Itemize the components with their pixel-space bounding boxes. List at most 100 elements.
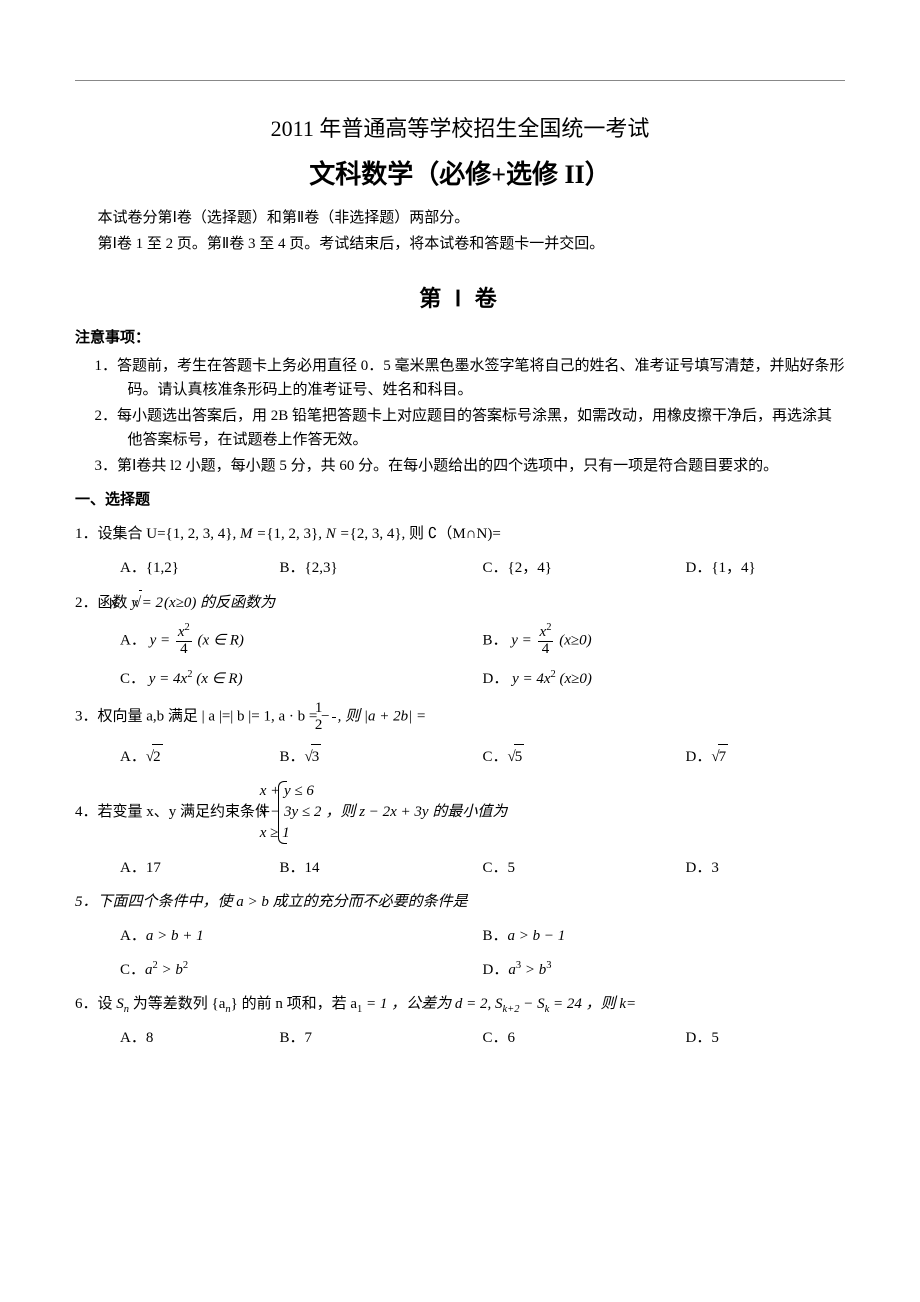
notice-item-1: 1．答题前，考生在答题卡上务必用直径 0．5 毫米黑色墨水签字笔将自己的姓名、准… (75, 354, 845, 402)
q6-mid1: 为等差数列 {a (129, 996, 225, 1012)
q3-a-label: A． (120, 749, 146, 765)
q1-opt-a: A．{1,2} (120, 556, 280, 580)
q5-options-row2: C．a2 > b2 D．a3 > b3 (120, 958, 845, 982)
q5-c-exp2: 2 (183, 960, 188, 971)
q2-a-num: x (178, 624, 185, 640)
q3-den: 2 (332, 718, 336, 734)
q5-b-body: a > b − 1 (508, 928, 566, 944)
q5-opt-d: D．a3 > b3 (483, 958, 846, 982)
q5-opt-c: C．a2 > b2 (120, 958, 483, 982)
q5-c-gt: > b (158, 962, 183, 978)
q3-c-label: C． (483, 749, 508, 765)
q3-mid: , 则 |a + 2b| = (338, 709, 427, 725)
q4-opt-b: B．14 (280, 856, 483, 880)
intro-line-1: 本试卷分第Ⅰ卷（选择题）和第Ⅱ卷（非选择题）两部分。 (75, 206, 845, 230)
q1-opt-b: B．{2,3} (280, 556, 483, 580)
q3-a-sqrt: 2 (146, 744, 163, 769)
q2-a-post: (x ∈ R) (198, 633, 244, 649)
q5-c-a: a (145, 962, 153, 978)
q2-tail: (x≥0) 的反函数为 (164, 595, 275, 611)
q1-set-n: {2, 3, 4} (350, 526, 402, 542)
q6-sk2-sub: k+2 (502, 1004, 519, 1015)
q2-sqrt: x (163, 590, 164, 615)
question-6: 6．设 Sn 为等差数列 {an} 的前 n 项和，若 a1 = 1 ，公差为 … (75, 992, 845, 1016)
q3-opt-b: B． 3 (280, 744, 483, 769)
q1-set-m: {1, 2, 3} (266, 526, 318, 542)
q2-c-post: (x ∈ R) (196, 671, 242, 687)
q6-prefix: 6．设 (75, 996, 116, 1012)
q5-opt-a: A．a > b + 1 (120, 924, 483, 948)
q5-d-gt: > b (521, 962, 546, 978)
q1-prefix: 1．设集合 U= (75, 526, 166, 542)
q2-c-body: y = 4x (149, 671, 187, 687)
question-3: 3．权向量 a,b 满足 | a |=| b |= 1, a · b = −12… (75, 701, 845, 734)
q3-opt-d: D．7 (686, 744, 846, 769)
q6-options: A．8 B．7 C．6 D．5 (120, 1026, 845, 1050)
q6-opt-c: C．6 (483, 1026, 686, 1050)
q2-d-post: (x≥0) (560, 671, 592, 687)
q1-opt-d: D．{1，4} (686, 556, 846, 580)
q5-d-exp2: 3 (546, 960, 551, 971)
q3-b-label: B． (280, 749, 305, 765)
q2-opt-c: C． y = 4x2 (x ∈ R) (120, 667, 483, 691)
q2-b-frac: x2 4 (538, 625, 554, 658)
q3-d-sqrt: 7 (711, 744, 728, 769)
q3-num: 1 (332, 701, 336, 718)
volume-title: 第 Ⅰ 卷 (75, 281, 845, 316)
q2-opt-a: A． y = x2 4 (x ∈ R) (120, 625, 483, 658)
q2-d-body: y = 4x (512, 671, 550, 687)
q2-a-exp: 2 (185, 622, 190, 633)
q1-mid2: , N = (318, 526, 349, 542)
question-5: 5．下面四个条件中，使 a > b 成立的充分而不必要的条件是 (75, 890, 845, 914)
q2-a-den: 4 (176, 642, 192, 658)
notice-item-2: 2．每小题选出答案后，用 2B 铅笔把答题卡上对应题目的答案标号涂黑，如需改动，… (75, 404, 845, 452)
q4-cases: x + y ≤ 6 x − 3y ≤ 2 x ≥ 1 (278, 781, 322, 844)
q4-case-3: x ≥ 1 (290, 823, 322, 844)
q2-a-label: A． (120, 633, 146, 649)
q2-b-post: (x≥0) (559, 633, 591, 649)
section-heading: 一、选择题 (75, 488, 845, 512)
exam-title-subject: 文科数学（必修+选修 II） (75, 154, 845, 196)
exam-title-year: 2011 年普通高等学校招生全国统一考试 (75, 111, 845, 146)
intro-line-2: 第Ⅰ卷 1 至 2 页。第Ⅱ卷 3 至 4 页。考试结束后，将本试卷和答题卡一并… (75, 232, 845, 256)
q1-tail: , 则 ∁（M∩N)= (402, 526, 501, 542)
q3-frac: 12 (332, 701, 336, 734)
q4-case-2: x − 3y ≤ 2 (290, 802, 322, 823)
q6-opt-a: A．8 (120, 1026, 280, 1050)
q1-opt-c: C．{2，4} (483, 556, 686, 580)
q3-c-sqrt: 5 (508, 744, 525, 769)
q5-a-body: a > b + 1 (146, 928, 204, 944)
q5-opt-b: B．a > b − 1 (483, 924, 846, 948)
q2-c-label: C． (120, 671, 145, 687)
q5-d-label: D． (483, 962, 509, 978)
q3-d-label: D． (686, 749, 712, 765)
q2-c-exp: 2 (187, 669, 192, 680)
question-2: 2．函数 y = 2x(x≥0) 的反函数为 (75, 590, 845, 615)
q6-sn: S (116, 996, 124, 1012)
q6-opt-b: B．7 (280, 1026, 483, 1050)
q5-prefix: 5．下面四个条件中，使 a > b 成立的充分而不必要的条件是 (75, 894, 468, 910)
q4-options: A．17 B．14 C．5 D．3 (120, 856, 845, 880)
q4-opt-d: D．3 (686, 856, 846, 880)
exam-page: 2011 年普通高等学校招生全国统一考试 文科数学（必修+选修 II） 本试卷分… (0, 0, 920, 1302)
q6-mid5: = 24 ，则 k= (549, 996, 636, 1012)
q2-options-row1: A． y = x2 4 (x ∈ R) B． y = x2 4 (x≥0) (120, 625, 845, 658)
q3-options: A．2 B． 3 C． 5 D．7 (120, 744, 845, 769)
q2-d-label: D． (483, 671, 509, 687)
q6-opt-d: D．5 (686, 1026, 846, 1050)
q4-prefix: 4．若变量 x、y 满足约束条件 (75, 804, 274, 820)
q5-c-label: C． (120, 962, 145, 978)
q2-options-row2: C． y = 4x2 (x ∈ R) D． y = 4x2 (x≥0) (120, 667, 845, 691)
q1-set-u: {1, 2, 3, 4} (166, 526, 233, 542)
q2-a-frac: x2 4 (176, 625, 192, 658)
q3-b-rad: 3 (311, 744, 322, 769)
q4-case-1: x + y ≤ 6 (290, 781, 322, 802)
q5-options-row1: A．a > b + 1 B．a > b − 1 (120, 924, 845, 948)
q6-mid3: = 1 ，公差为 d = 2, S (362, 996, 502, 1012)
q1-mid1: , M = (232, 526, 266, 542)
question-1: 1．设集合 U={1, 2, 3, 4}, M ={1, 2, 3}, N ={… (75, 522, 845, 546)
q3-prefix: 3．权向量 a,b 满足 | a |=| b |= 1, a · b = − (75, 709, 330, 725)
notice-item-3: 3．第Ⅰ卷共 l2 小题，每小题 5 分，共 60 分。在每小题给出的四个选项中… (75, 454, 845, 478)
q3-c-rad: 5 (514, 744, 525, 769)
q3-opt-c: C． 5 (483, 744, 686, 769)
